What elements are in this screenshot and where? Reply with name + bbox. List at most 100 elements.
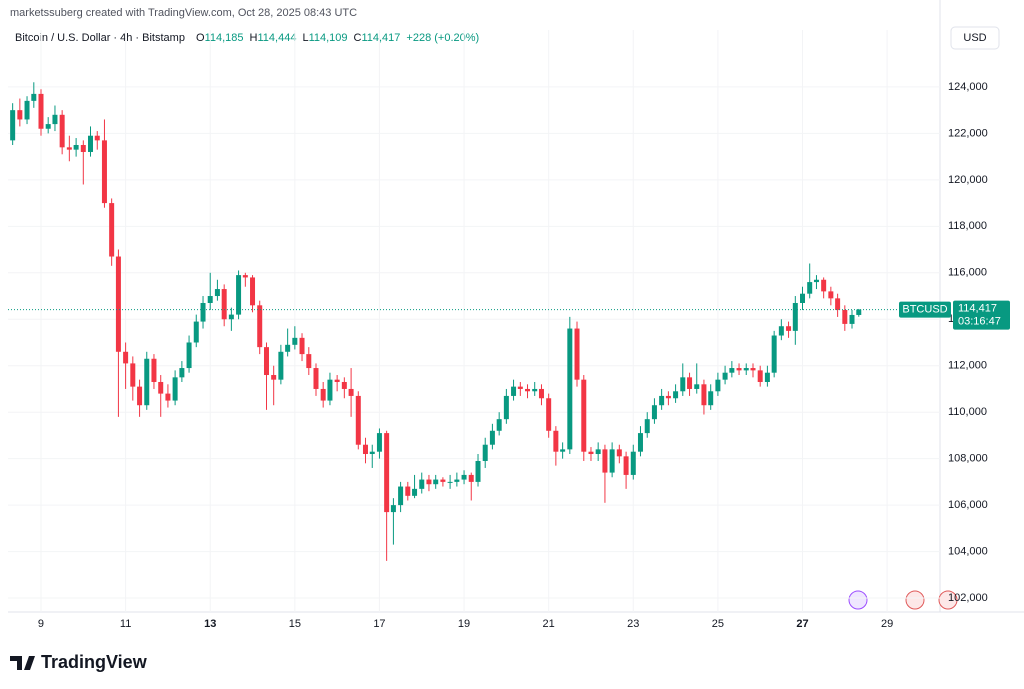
candle-body: [454, 479, 460, 482]
candle-body: [285, 344, 291, 352]
x-tick-label: 11: [120, 618, 131, 630]
candle-body: [292, 337, 298, 345]
candle-body: [447, 481, 453, 483]
candle-body: [673, 391, 679, 399]
candle-body: [637, 433, 643, 452]
y-tick-label: 102,000: [948, 592, 988, 604]
candle-body: [687, 377, 693, 389]
candle-body: [778, 326, 784, 336]
candle-body: [786, 326, 792, 331]
candle-body: [792, 302, 798, 331]
candle-body: [665, 395, 671, 399]
y-tick-label: 108,000: [948, 453, 988, 465]
candle-body: [567, 328, 573, 450]
x-tick-label: 15: [289, 618, 301, 630]
candle-body: [715, 379, 721, 392]
candle-body: [659, 395, 665, 406]
candle-body: [348, 388, 354, 396]
candle-body: [722, 372, 728, 380]
candle-body: [828, 291, 834, 299]
y-tick-label: 104,000: [948, 545, 988, 557]
candle-body: [574, 328, 580, 380]
candle-body: [80, 145, 86, 152]
candle-body: [306, 354, 312, 369]
candle-body: [214, 289, 220, 297]
symbol-tag-label: BTCUSD: [902, 303, 947, 315]
candle-body: [835, 298, 841, 310]
y-tick-label: 120,000: [948, 174, 988, 186]
candle-body: [87, 135, 93, 152]
symbol-tag: [899, 301, 951, 318]
candle-body: [560, 449, 566, 452]
candle-body: [362, 444, 368, 455]
y-tick-label: 116,000: [948, 267, 987, 279]
candle-body: [334, 379, 340, 382]
candle-body: [468, 474, 474, 482]
candle-body: [517, 386, 523, 389]
candle-body: [200, 302, 206, 322]
candle-body: [179, 368, 185, 378]
candle-body: [701, 384, 707, 406]
candle-body: [821, 279, 827, 292]
candle-body: [115, 256, 121, 352]
candle-body: [271, 375, 277, 380]
candle-body: [440, 479, 446, 482]
candle-body: [856, 309, 862, 315]
candle-body: [66, 147, 72, 150]
candle-body: [320, 388, 326, 401]
candle-body: [489, 430, 495, 445]
candle-body: [151, 358, 157, 382]
currency-button[interactable]: [950, 26, 1000, 50]
candle-body: [398, 486, 404, 506]
candle-body: [496, 419, 502, 431]
x-tick-label: 27: [796, 618, 808, 630]
ohlc-value: 114,417: [361, 32, 400, 44]
candle-body: [426, 479, 432, 485]
candle-body: [299, 337, 305, 355]
candle-body: [800, 293, 806, 303]
y-tick-label: 122,000: [948, 127, 988, 139]
candle-body: [59, 114, 65, 148]
candle-body: [503, 395, 509, 420]
x-tick-label: 25: [712, 618, 724, 630]
candles: [10, 82, 862, 561]
candle-body: [482, 444, 488, 461]
candle-body: [228, 314, 234, 320]
candle-body: [750, 368, 756, 371]
ohlc-value: 114,109: [309, 32, 348, 44]
candle-body: [729, 368, 735, 373]
y-tick-label: 106,000: [948, 499, 988, 511]
candle-body: [313, 368, 319, 389]
grid: [8, 30, 940, 612]
event-icon[interactable]: [848, 590, 868, 610]
candle-body: [45, 124, 51, 129]
candle-body: [644, 419, 650, 434]
event-icon[interactable]: [905, 590, 925, 610]
candle-body: [24, 100, 30, 120]
symbol-title: Bitcoin / U.S. Dollar · 4h · Bitstamp: [15, 32, 185, 44]
candle-body: [694, 384, 700, 389]
candle-body: [623, 456, 629, 475]
event-icon[interactable]: [938, 590, 958, 610]
candle-body: [369, 451, 375, 455]
candle-body: [813, 279, 819, 283]
x-tick-label: 17: [373, 618, 385, 630]
candle-body: [581, 379, 587, 452]
event-icons: [848, 590, 958, 610]
candle-body: [405, 486, 411, 496]
candle-body: [130, 363, 136, 387]
candle-body: [376, 433, 382, 452]
candle-body: [630, 451, 636, 475]
candle-body: [31, 93, 37, 101]
candle-body: [807, 282, 813, 294]
attribution: marketssuberg created with TradingView.c…: [10, 7, 357, 19]
candle-body: [193, 321, 199, 343]
candle-body: [172, 377, 178, 401]
candle-body: [94, 135, 100, 141]
candle-body: [109, 203, 115, 257]
header: Bitcoin / U.S. Dollar · 4h · Bitstamp O1…: [15, 32, 479, 44]
y-tick-label: 118,000: [948, 220, 987, 232]
candle-body: [842, 309, 848, 324]
ohlc-label: L: [302, 32, 308, 44]
